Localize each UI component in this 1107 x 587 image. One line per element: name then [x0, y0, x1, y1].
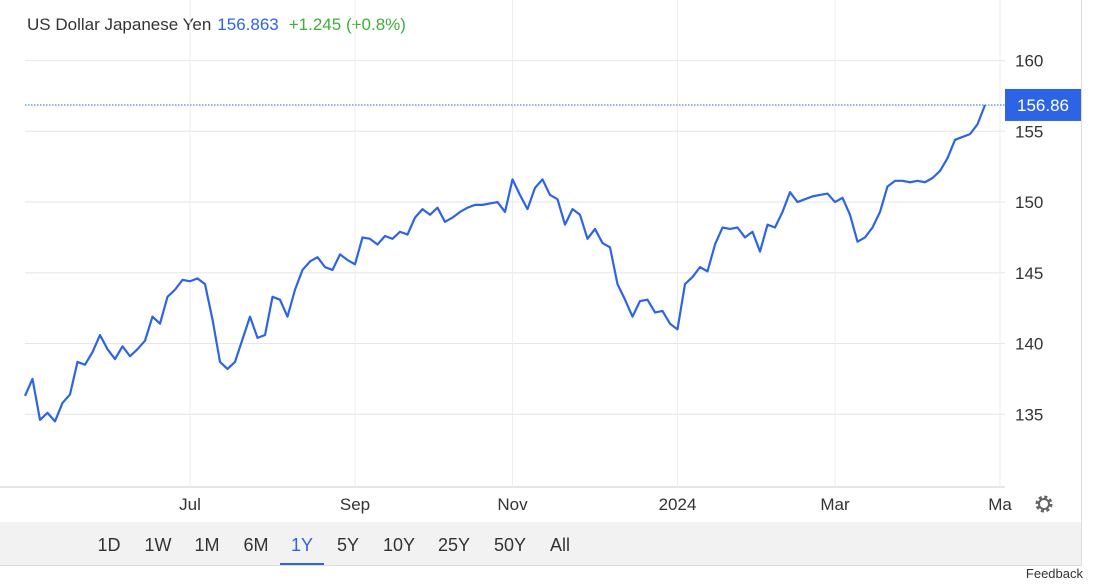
y-tick-label: 150 — [1015, 193, 1043, 212]
chart-panel: US Dollar Japanese Yen 156.863 +1.245 (+0.… — [0, 0, 1082, 566]
feedback-link[interactable]: Feedback — [1025, 566, 1083, 581]
range-button[interactable]: 50Y — [493, 535, 527, 555]
y-tick-label: 135 — [1015, 405, 1043, 424]
x-tick-label: Jul — [179, 495, 201, 514]
price-line — [23, 104, 987, 423]
settings-icon[interactable] — [1035, 495, 1053, 513]
range-button[interactable]: 1Y — [280, 522, 324, 565]
price: 156.863 — [217, 15, 278, 34]
x-tick-label: Ma — [988, 495, 1012, 514]
range-button[interactable]: 10Y — [382, 535, 416, 555]
x-tick-label: 2024 — [659, 495, 697, 514]
range-button[interactable]: 25Y — [437, 535, 471, 555]
x-tick-label: Mar — [820, 495, 850, 514]
x-tick-label: Sep — [340, 495, 370, 514]
chart-header: US Dollar Japanese Yen 156.863 +1.245 (+0.… — [27, 15, 406, 34]
range-bar: 1D 1W 1M 6M 1Y 5Y 10Y 25Y 50Y All — [0, 522, 1081, 565]
y-tick-label: 140 — [1015, 335, 1043, 354]
last-price-box — [1005, 88, 1082, 121]
y-tick-label: 155 — [1015, 122, 1043, 141]
x-tick-label: Nov — [497, 495, 528, 514]
y-tick-label: 160 — [1015, 52, 1043, 71]
range-button[interactable]: All — [549, 535, 570, 555]
range-button[interactable]: 6M — [243, 535, 269, 555]
chart: US Dollar Japanese Yen 156.863 +1.245 (+0.… — [0, 0, 1082, 514]
change: +1.245 (+0.8%) — [289, 15, 406, 34]
range-button[interactable]: 1D — [97, 535, 121, 555]
range-button[interactable]: 5Y — [336, 535, 360, 555]
title: US Dollar Japanese Yen — [27, 15, 211, 34]
last-price-label: 156.86 — [1017, 96, 1069, 115]
range-button[interactable]: 1M — [194, 535, 220, 555]
range-button[interactable]: 1W — [144, 535, 172, 555]
y-tick-label: 145 — [1015, 264, 1043, 283]
